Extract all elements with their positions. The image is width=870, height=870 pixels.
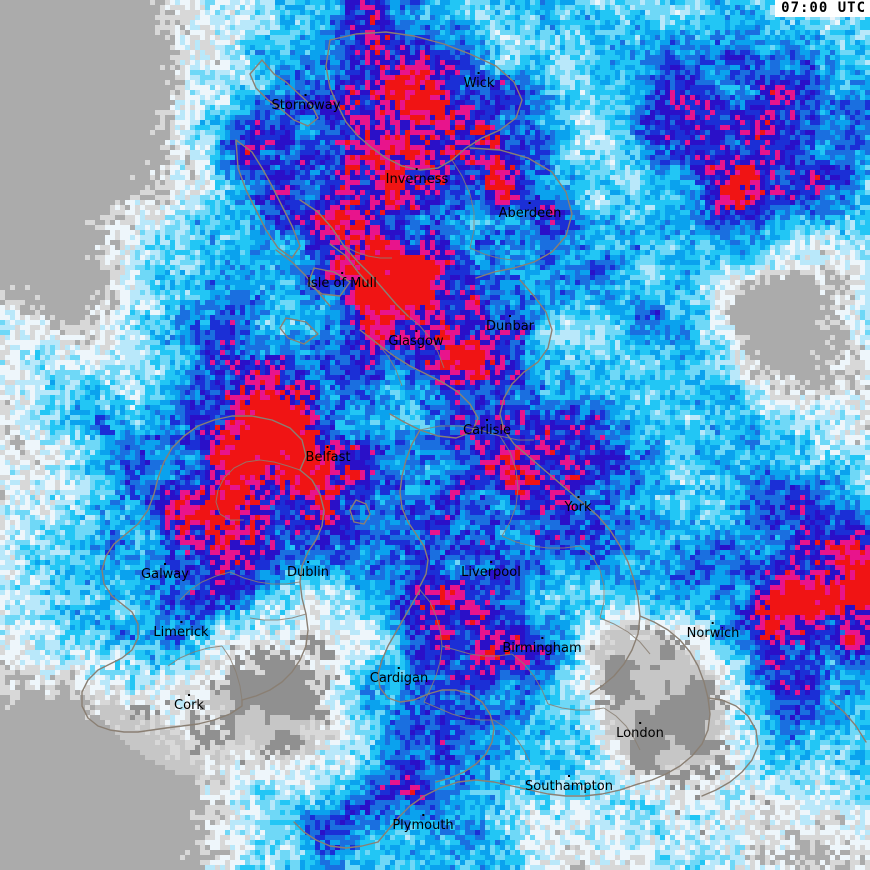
city-label-text: Cardigan: [369, 671, 429, 686]
city-label-birmingham: Birmingham: [502, 637, 582, 656]
city-marker-dot-icon: [422, 814, 424, 816]
city-marker-dot-icon: [489, 561, 492, 563]
city-label-wick: Wick: [463, 72, 495, 91]
city-label-cork: Cork: [174, 694, 204, 712]
city-label-norwich: Norwich: [686, 622, 740, 641]
city-marker-dot-icon: [415, 168, 418, 170]
city-label-text: Belfast: [305, 450, 351, 465]
city-marker-dot-icon: [414, 330, 417, 332]
city-label-galway: Galway: [141, 563, 189, 581]
city-label-text: Glasgow: [388, 334, 444, 349]
city-label-cardigan: Cardigan: [370, 667, 428, 685]
city-label-text: Limerick: [153, 625, 209, 640]
city-label-text: Cork: [174, 698, 204, 713]
city-marker-dot-icon: [712, 622, 714, 624]
city-marker-dot-icon: [188, 694, 190, 696]
city-label-york: York: [564, 496, 592, 515]
city-label-aberdeen: Aberdeen: [498, 202, 562, 221]
city-marker-dot-icon: [540, 637, 543, 639]
city-marker-dot-icon: [180, 621, 182, 623]
city-label-text: London: [616, 726, 664, 741]
city-marker-dot-icon: [529, 202, 531, 204]
city-label-limerick: Limerick: [153, 621, 209, 640]
city-label-text: Galway: [141, 567, 189, 582]
city-label-carlisle: Carlisle: [463, 419, 511, 437]
city-marker-dot-icon: [576, 496, 579, 498]
city-label-text: Southampton: [525, 779, 613, 794]
city-label-text: Liverpool: [461, 565, 521, 580]
city-marker-dot-icon: [477, 72, 480, 74]
city-marker-dot-icon: [307, 561, 309, 563]
city-label-text: Stornoway: [271, 98, 341, 113]
city-marker-dot-icon: [639, 722, 641, 724]
city-marker-dot-icon: [326, 446, 329, 448]
city-label-text: Plymouth: [392, 818, 454, 833]
city-label-london: London: [616, 722, 664, 740]
city-marker-dot-icon: [486, 419, 488, 421]
city-label-text: Birmingham: [502, 641, 582, 656]
timestamp-badge: 07:00 UTC: [775, 0, 870, 17]
city-label-text: Norwich: [686, 626, 740, 641]
city-label-stornoway: Stornoway: [271, 94, 341, 113]
city-marker-dot-icon: [340, 272, 343, 274]
city-marker-dot-icon: [305, 94, 307, 96]
city-label-text: Carlisle: [463, 423, 511, 438]
city-label-liverpool: Liverpool: [461, 561, 521, 579]
city-label-text: Inverness: [385, 172, 449, 187]
city-marker-dot-icon: [567, 775, 570, 777]
city-label-text: Aberdeen: [498, 206, 562, 221]
city-label-dublin: Dublin: [287, 561, 329, 579]
city-label-text: York: [564, 500, 592, 515]
city-label-belfast: Belfast: [305, 446, 351, 465]
city-label-text: Isle of Mull: [307, 276, 377, 291]
city-label-inverness: Inverness: [385, 168, 449, 187]
city-marker-dot-icon: [509, 315, 511, 317]
city-label-southampton: Southampton: [525, 775, 613, 793]
city-label-text: Dublin: [287, 565, 329, 580]
city-label-plymouth: Plymouth: [392, 814, 454, 833]
city-label-text: Wick: [463, 76, 495, 91]
city-label-text: Dunbar: [485, 319, 535, 334]
city-label-dunbar: Dunbar: [486, 315, 534, 333]
city-marker-dot-icon: [397, 667, 400, 669]
city-label-glasgow: Glasgow: [388, 330, 444, 349]
city-marker-dot-icon: [163, 563, 166, 565]
city-label-isle-of-mull: Isle of Mull: [307, 272, 377, 290]
